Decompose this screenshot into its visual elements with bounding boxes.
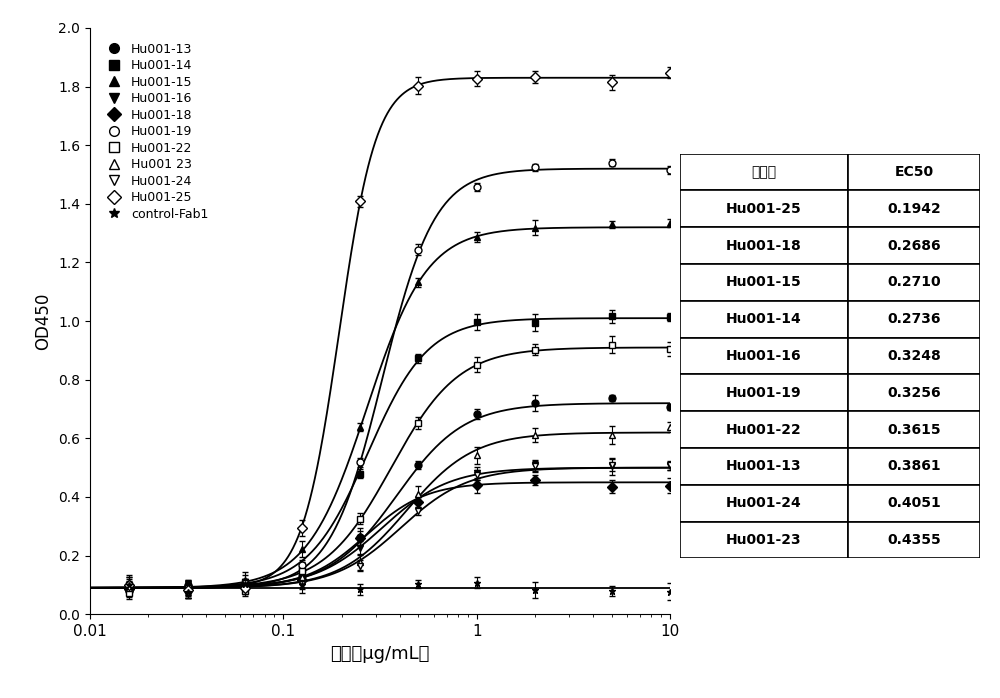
Text: 0.3256: 0.3256 — [887, 386, 941, 400]
Text: Hu001-25: Hu001-25 — [726, 202, 802, 216]
Text: 0.3615: 0.3615 — [887, 422, 941, 436]
Text: 0.4355: 0.4355 — [887, 533, 941, 547]
Bar — [680, 301, 848, 338]
Bar — [680, 227, 848, 264]
Legend: Hu001-13, Hu001-14, Hu001-15, Hu001-16, Hu001-18, Hu001-19, Hu001-22, Hu001 23, : Hu001-13, Hu001-14, Hu001-15, Hu001-16, … — [102, 40, 211, 223]
Text: 0.3861: 0.3861 — [887, 459, 941, 473]
Text: 0.3248: 0.3248 — [887, 349, 941, 363]
Bar — [680, 374, 848, 411]
Text: Hu001-16: Hu001-16 — [726, 349, 802, 363]
Bar — [848, 338, 980, 374]
Bar — [848, 191, 980, 227]
Bar — [848, 154, 980, 191]
Bar — [680, 338, 848, 374]
Text: Hu001-13: Hu001-13 — [726, 459, 802, 473]
Text: 0.2686: 0.2686 — [887, 239, 941, 253]
Bar — [848, 374, 980, 411]
Bar — [848, 448, 980, 485]
Text: 0.2736: 0.2736 — [887, 312, 941, 326]
Text: Hu001-22: Hu001-22 — [726, 422, 802, 436]
Bar — [680, 411, 848, 448]
Text: 0.2710: 0.2710 — [887, 276, 941, 290]
Text: 0.1942: 0.1942 — [887, 202, 941, 216]
Y-axis label: OD450: OD450 — [35, 292, 53, 350]
Text: Hu001-14: Hu001-14 — [726, 312, 802, 326]
Bar — [848, 485, 980, 521]
Bar — [680, 521, 848, 558]
Text: 0.4051: 0.4051 — [887, 496, 941, 510]
Bar — [848, 411, 980, 448]
Text: 克隆号: 克隆号 — [751, 165, 777, 179]
Bar — [848, 521, 980, 558]
Text: Hu001-24: Hu001-24 — [726, 496, 802, 510]
Text: Hu001-18: Hu001-18 — [726, 239, 802, 253]
Text: EC50: EC50 — [894, 165, 934, 179]
Bar — [680, 448, 848, 485]
Bar — [680, 191, 848, 227]
Bar — [848, 264, 980, 301]
Text: Hu001-15: Hu001-15 — [726, 276, 802, 290]
Text: Hu001-19: Hu001-19 — [726, 386, 802, 400]
Bar — [680, 154, 848, 191]
Bar — [680, 485, 848, 521]
Bar — [680, 264, 848, 301]
X-axis label: 浓度（μg/mL）: 浓度（μg/mL） — [330, 644, 430, 662]
Text: Hu001-23: Hu001-23 — [726, 533, 802, 547]
Bar — [848, 227, 980, 264]
Bar — [848, 301, 980, 338]
